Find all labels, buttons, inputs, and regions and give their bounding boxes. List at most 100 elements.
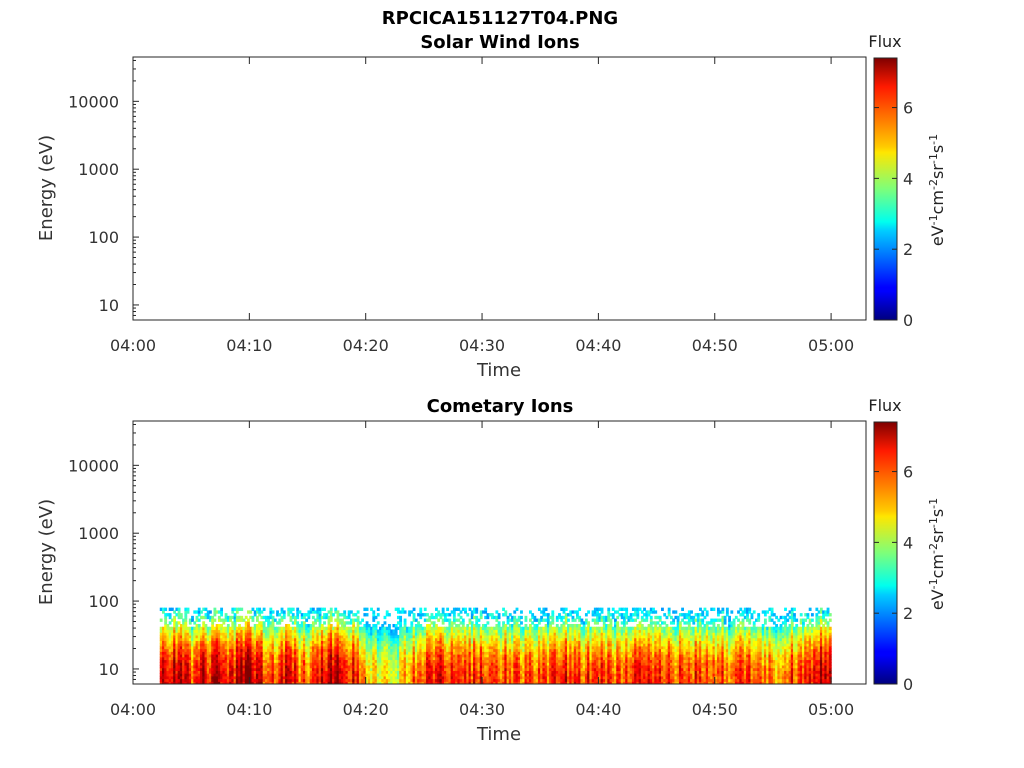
spectrogram-cell — [457, 681, 461, 684]
spectrogram-cell — [372, 626, 376, 631]
spectrogram-cell — [504, 629, 508, 633]
spectrogram-cell — [609, 613, 613, 617]
spectrogram-cell — [396, 667, 400, 671]
spectrogram-cell — [506, 626, 510, 631]
spectrogram-cell — [179, 673, 183, 677]
spectrogram-cell — [508, 640, 512, 644]
spectrogram-cell — [578, 651, 582, 655]
spectrogram-cell — [343, 656, 347, 661]
spectrogram-cell — [551, 626, 555, 631]
spectrogram-cell — [367, 673, 371, 677]
spectrogram-cell — [423, 632, 427, 636]
spectrogram-cell — [226, 664, 230, 669]
spectrogram-cell — [302, 648, 306, 652]
spectrogram-cell — [584, 678, 588, 682]
spectrogram-cell — [546, 640, 550, 644]
spectrogram-cell — [396, 637, 400, 641]
spectrogram-cell — [278, 626, 282, 631]
spectrogram-cell — [495, 615, 499, 620]
spectrogram-cell — [182, 640, 185, 644]
spectrogram-cell — [517, 670, 521, 674]
spectrogram-cell — [410, 673, 414, 677]
spectrogram-cell — [468, 656, 472, 661]
spectrogram-cell — [309, 629, 313, 633]
spectrogram-cell — [528, 610, 532, 614]
spectrogram-cell — [164, 675, 168, 680]
spectrogram-cell — [408, 645, 411, 650]
spectrogram-cell — [184, 634, 188, 639]
spectrogram-cell — [191, 651, 194, 655]
spectrogram-cell — [430, 664, 434, 669]
spectrogram-cell — [452, 654, 456, 658]
spectrogram-cell — [282, 678, 286, 682]
spectrogram-cell — [531, 656, 535, 661]
spectrogram-cell — [432, 643, 436, 647]
spectrogram-cell — [524, 626, 528, 631]
spectrogram-cell — [208, 640, 212, 644]
spectrogram-cell — [428, 670, 432, 674]
spectrogram-cell — [323, 678, 326, 682]
spectrogram-cell — [484, 675, 488, 680]
spectrogram-cell — [372, 654, 376, 658]
spectrogram-cell — [200, 654, 203, 658]
spectrogram-cell — [493, 615, 497, 620]
spectrogram-cell — [584, 670, 588, 674]
spectrogram-cell — [589, 640, 593, 644]
spectrogram-cell — [464, 626, 467, 631]
spectrogram-cell — [412, 629, 416, 633]
spectrogram-cell — [244, 640, 248, 644]
spectrogram-cell — [173, 637, 177, 641]
spectrogram-cell — [336, 673, 340, 677]
spectrogram-cell — [484, 632, 488, 636]
spectrogram-cell — [482, 673, 485, 677]
spectrogram-cell — [336, 621, 340, 625]
spectrogram-cell — [495, 678, 499, 682]
spectrogram-cell — [238, 673, 241, 677]
spectrogram-cell — [555, 634, 559, 639]
spectrogram-cell — [289, 648, 293, 652]
spectrogram-cell — [515, 607, 519, 611]
spectrogram-cell — [186, 670, 190, 674]
spectrogram-cell — [598, 629, 602, 633]
spectrogram-cell — [504, 613, 508, 617]
spectrogram-cell — [426, 662, 429, 666]
spectrogram-cell — [311, 626, 315, 631]
spectrogram-cell — [426, 659, 429, 663]
spectrogram-cell — [546, 659, 550, 663]
spectrogram-cell — [166, 681, 170, 684]
spectrogram-cell — [298, 681, 302, 684]
spectrogram-cell — [305, 640, 309, 644]
spectrogram-cell — [179, 624, 183, 628]
spectrogram-cell — [231, 667, 235, 671]
spectrogram-cell — [361, 632, 364, 636]
spectrogram-cell — [175, 629, 179, 633]
spectrogram-cell — [558, 648, 561, 652]
spectrogram-cell — [401, 681, 405, 684]
spectrogram-cell — [511, 681, 514, 684]
spectrogram-cell — [430, 643, 434, 647]
spectrogram-cell — [345, 634, 349, 639]
spectrogram-cell — [162, 681, 165, 684]
spectrogram-cell — [417, 651, 420, 655]
spectrogram-cell — [475, 632, 479, 636]
spectrogram-cell — [240, 673, 244, 677]
spectrogram-cell — [544, 613, 548, 617]
spectrogram-cell — [184, 643, 188, 647]
spectrogram-cell — [513, 634, 517, 639]
spectrogram-cell — [443, 626, 447, 631]
spectrogram-cell — [602, 615, 606, 620]
spectrogram-cell — [251, 645, 255, 650]
spectrogram-cell — [361, 659, 364, 663]
spectrogram-cell — [291, 670, 295, 674]
spectrogram-cell — [166, 673, 170, 677]
spectrogram-cell — [513, 662, 517, 666]
spectrogram-cell — [537, 634, 541, 639]
spectrogram-cell — [316, 664, 320, 669]
spectrogram-cell — [215, 678, 219, 682]
spectrogram-cell — [251, 670, 255, 674]
spectrogram-cell — [484, 640, 488, 644]
spectrogram-cell — [587, 667, 591, 671]
spectrogram-cell — [479, 662, 483, 666]
spectrogram-cell — [582, 673, 586, 677]
spectrogram-cell — [520, 681, 523, 684]
